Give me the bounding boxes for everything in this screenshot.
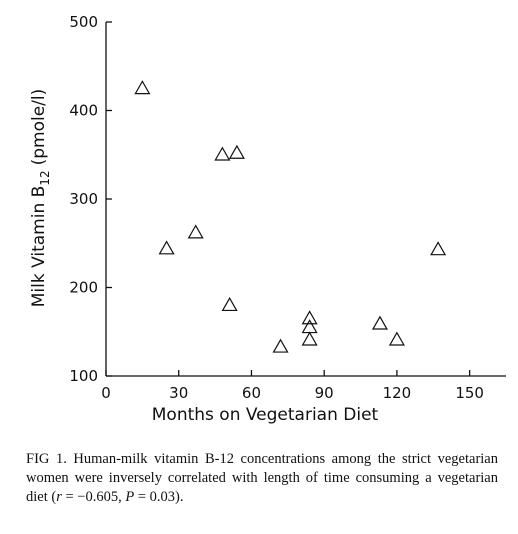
y-axis-title: Milk Vitamin B12 (pmole/l) [29,89,52,308]
y-ticks: 100 200 300 400 500 [69,13,112,385]
data-point-triangle [301,319,318,334]
data-point-triangle [228,144,245,159]
y-tick-label: 300 [69,190,98,208]
x-axis-title: Months on Vegetarian Diet [152,405,379,425]
data-point-triangle [158,240,175,255]
y-tick-label: 100 [69,367,98,385]
scatter-chart: 100 200 300 400 500 0 30 60 90 120 150 Months on … [29,13,506,425]
caption-text-2: = −0.605, [61,489,126,505]
data-point-triangle [221,296,238,312]
x-tick-label: 150 [455,384,484,402]
data-point-triangle [388,331,405,346]
y-tick-label: 200 [69,279,98,297]
x-tick-label: 0 [101,384,111,402]
data-point-triangle [187,224,204,239]
y-tick-label: 500 [69,13,98,31]
data-point-triangle [430,241,447,256]
data-points [134,80,447,353]
caption-lead: FIG 1. [26,451,67,467]
caption-p-symbol: P [125,489,135,505]
caption-text-1: Human-milk vitamin B-12 concentrations a… [26,451,498,505]
data-point-triangle [272,338,289,353]
y-axis-title-subscript: 12 [38,170,52,185]
data-point-triangle [301,331,318,346]
caption-text-3: = 0.03). [134,489,184,505]
data-point-triangle [371,315,388,330]
data-point-triangle [134,80,151,95]
axes [105,22,506,377]
x-tick-label: 120 [383,384,412,402]
figure-caption: FIG 1. Human-milk vitamin B-12 concentra… [26,450,498,507]
data-point-triangle [301,310,318,325]
x-tick-label: 30 [169,384,188,402]
y-tick-label: 400 [69,102,98,120]
y-axis-title-unit: (pmole/l) [29,89,49,166]
y-axis-title-main: Milk Vitamin B [29,186,49,308]
x-tick-label: 60 [242,384,261,402]
data-point-triangle [214,146,231,161]
x-ticks: 0 30 60 90 120 150 [101,370,484,402]
caption-r-symbol: r [56,489,62,505]
x-tick-label: 90 [315,384,334,402]
